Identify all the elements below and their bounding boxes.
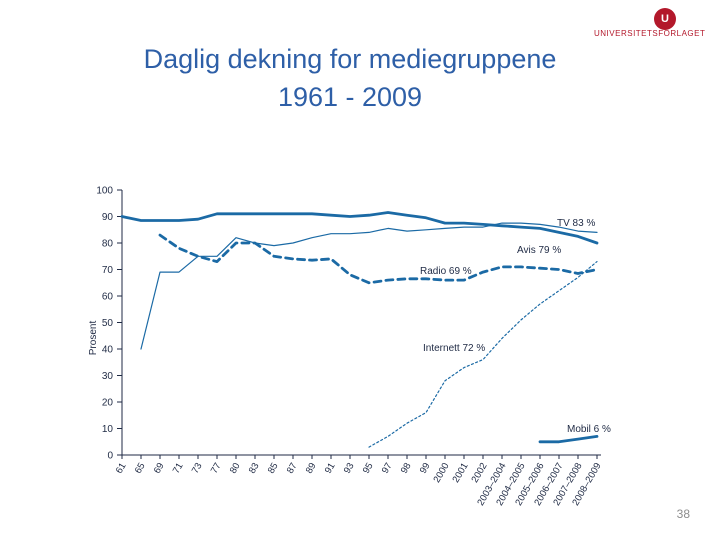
x-tick-label: 71 — [171, 461, 186, 476]
publisher-logo: U UNIVERSITETSFORLAGET — [594, 6, 706, 38]
x-tick-label: 99 — [418, 461, 433, 476]
y-tick-label: 50 — [102, 318, 114, 329]
y-tick-label: 20 — [102, 398, 114, 409]
series-label: Mobil 6 % — [567, 424, 611, 435]
series-line — [368, 261, 598, 448]
x-tick-label: 73 — [190, 461, 205, 476]
page-number: 38 — [676, 507, 690, 521]
series-line — [538, 435, 599, 444]
logo-text: UNIVERSITETSFORLAGET — [594, 29, 706, 38]
x-tick-label: 98 — [399, 461, 414, 476]
x-tick-label: 65 — [133, 461, 148, 476]
x-tick-label: 69 — [152, 461, 167, 476]
x-tick-label: 83 — [247, 461, 262, 476]
logo-mark-icon: U — [654, 8, 676, 30]
title-line-1: Daglig dekning for mediegruppene — [143, 44, 557, 74]
series-line — [120, 211, 599, 245]
x-tick-label: 91 — [323, 461, 338, 476]
x-tick-label: 80 — [228, 461, 243, 476]
series-line — [158, 233, 599, 285]
x-tick-label: 97 — [380, 461, 395, 476]
x-tick-label: 95 — [361, 461, 376, 476]
x-tick-label: 85 — [266, 461, 281, 476]
x-tick-label: 2001 — [451, 461, 471, 485]
y-tick-label: 10 — [102, 424, 114, 435]
y-tick-label: 90 — [102, 212, 114, 223]
y-tick-label: 80 — [102, 239, 114, 250]
y-axis-label: Prosent — [88, 321, 99, 356]
y-tick-label: 70 — [102, 265, 114, 276]
series-label: Avis 79 % — [517, 245, 561, 256]
y-tick-label: 40 — [102, 345, 114, 356]
slide-title: Daglig dekning for mediegruppene 1961 - … — [60, 40, 640, 116]
y-tick-label: 0 — [107, 451, 113, 462]
x-tick-label: 87 — [285, 461, 300, 476]
x-tick-label: 61 — [114, 461, 129, 476]
x-tick-label: 89 — [304, 461, 319, 476]
x-tick-label: 2000 — [432, 461, 452, 485]
y-tick-label: 30 — [102, 371, 114, 382]
series-label: Internett 72 % — [423, 343, 485, 354]
y-tick-label: 100 — [96, 186, 113, 197]
series-label: TV 83 % — [557, 218, 595, 229]
y-tick-label: 60 — [102, 292, 114, 303]
x-tick-label: 93 — [342, 461, 357, 476]
series-label: Radio 69 % — [420, 266, 472, 277]
title-line-2: 1961 - 2009 — [277, 82, 423, 112]
x-tick-label: 77 — [209, 461, 224, 476]
series-line — [140, 222, 598, 350]
